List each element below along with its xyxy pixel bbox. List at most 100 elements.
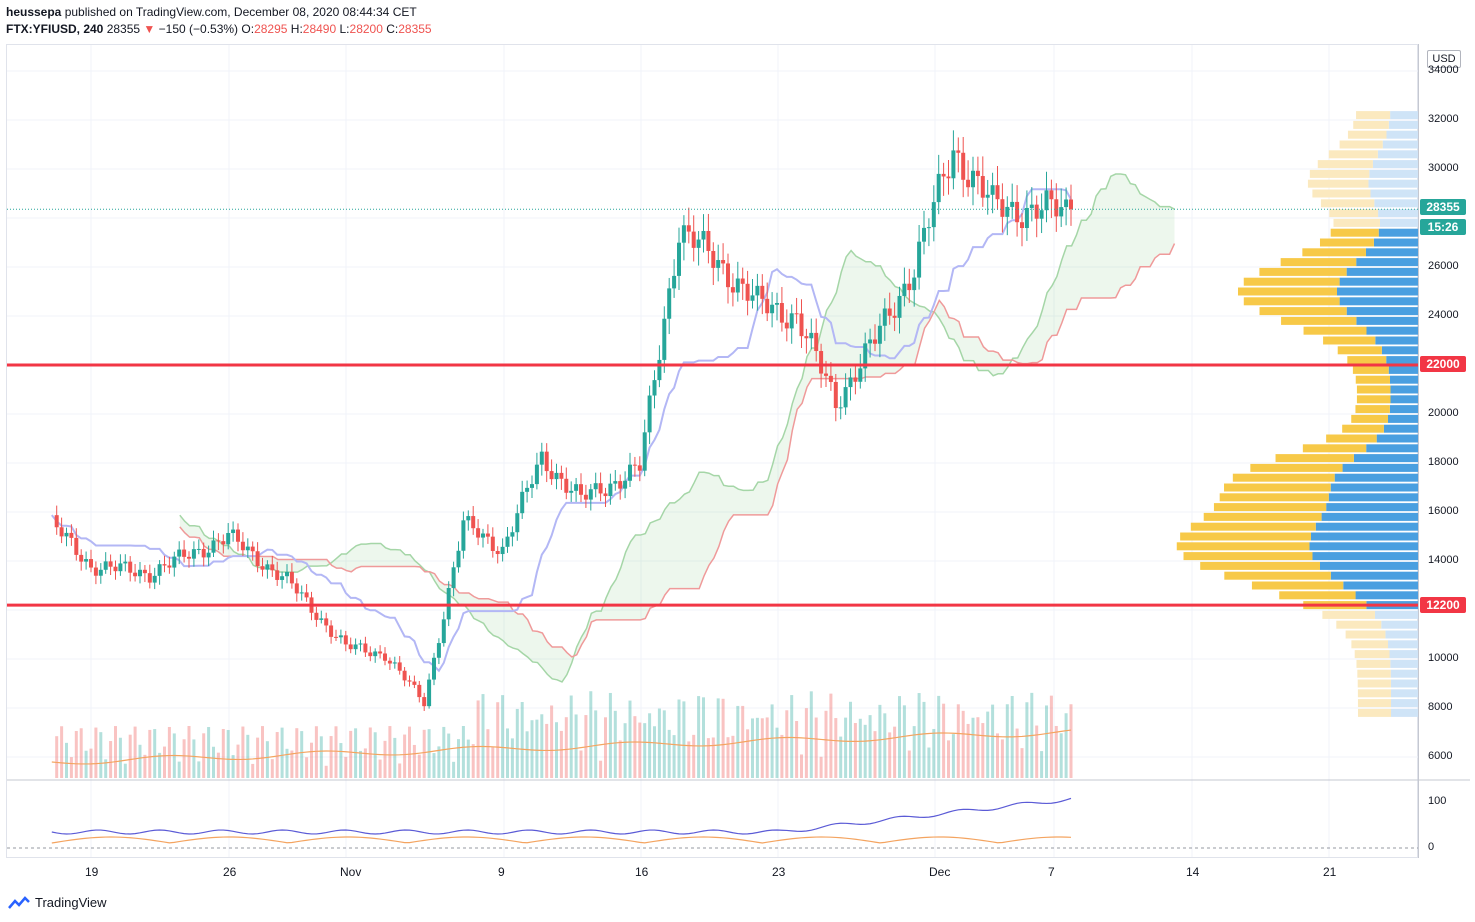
volume-profile-bar	[1346, 307, 1418, 316]
candle-body	[853, 377, 858, 382]
volume-bar	[427, 729, 431, 778]
candle-body	[255, 551, 260, 567]
candle-body	[436, 643, 441, 658]
candle-body	[667, 288, 672, 319]
volume-bar	[932, 728, 936, 778]
candle-body	[69, 532, 74, 538]
volume-profile-bar	[1312, 552, 1418, 561]
volume-profile-bar	[1312, 189, 1371, 198]
volume-profile-bar	[1388, 120, 1418, 129]
candle-body	[828, 375, 833, 382]
volume-profile-bar	[1357, 669, 1391, 678]
volume-bar	[755, 717, 759, 778]
volume-bar	[334, 726, 338, 778]
volume-bar	[506, 728, 509, 778]
volume-profile-bar	[1357, 708, 1391, 717]
volume-bar	[270, 759, 274, 778]
volume-bar	[824, 710, 828, 778]
time-tick-label: 14	[1186, 865, 1200, 879]
volume-profile-bar	[1317, 160, 1373, 169]
candle-body	[221, 541, 226, 545]
volume-profile-bar	[1281, 316, 1357, 325]
volume-bar	[197, 761, 201, 778]
volume-bar	[74, 730, 78, 778]
volume-bar	[746, 729, 750, 778]
candle-body	[466, 516, 471, 521]
candle-body	[789, 313, 794, 329]
low-label: L:	[339, 22, 350, 36]
volume-profile-bar	[1389, 405, 1418, 414]
volume-bar	[461, 726, 465, 778]
candle-body	[84, 559, 89, 562]
volume-bar	[702, 697, 705, 778]
time-tick-label: Dec	[929, 865, 951, 879]
volume-profile-bar	[1379, 218, 1418, 227]
candle-body	[422, 697, 427, 707]
volume-bar	[403, 734, 407, 778]
candle-body	[775, 303, 779, 305]
volume-profile-bar	[1377, 150, 1418, 159]
candle-body	[613, 481, 618, 484]
volume-profile-bar	[1376, 434, 1418, 443]
price-tick-label: 24000	[1428, 309, 1459, 321]
volume-profile-bar	[1390, 679, 1418, 688]
volume-profile-bar	[1356, 258, 1418, 267]
candle-body	[368, 652, 373, 657]
volume-profile-bar	[1337, 346, 1382, 355]
volume-bar	[69, 757, 73, 778]
candle-body	[598, 483, 603, 494]
volume-bar	[148, 729, 152, 778]
candle-body	[956, 150, 961, 153]
volume-bar	[540, 714, 544, 778]
candle-body	[838, 407, 843, 409]
currency-button[interactable]: USD	[1427, 50, 1461, 68]
volume-profile-bar	[1213, 503, 1327, 512]
candle-body	[696, 239, 701, 248]
candle-body	[500, 546, 505, 555]
volume-bar	[971, 717, 975, 778]
volume-profile-bar	[1374, 199, 1418, 208]
candle-body	[534, 464, 539, 485]
volume-profile-bar	[1372, 160, 1418, 169]
volume-bar	[912, 726, 916, 778]
volume-bar	[667, 729, 671, 778]
candle-body	[794, 313, 799, 315]
tradingview-logo[interactable]: TradingView	[8, 895, 107, 910]
candle-body	[417, 684, 422, 698]
candle-body	[677, 242, 681, 276]
volume-profile-bar	[1378, 209, 1418, 218]
volume-bar	[589, 691, 593, 778]
volume-bar	[226, 730, 230, 778]
volume-bar	[623, 723, 627, 778]
volume-profile-bar	[1302, 444, 1367, 453]
volume-bar	[412, 744, 416, 778]
candle-body	[897, 295, 902, 318]
price-axis[interactable]	[1418, 44, 1470, 858]
candle-body	[520, 491, 525, 514]
volume-bar	[569, 695, 573, 778]
volume-bar	[922, 701, 926, 778]
candle-body	[691, 231, 696, 248]
volume-profile-bar	[1368, 179, 1418, 188]
candle-body	[686, 225, 691, 232]
volume-profile-bar	[1390, 659, 1418, 668]
candle-body	[539, 451, 544, 465]
time-tick-label: 21	[1323, 865, 1337, 879]
candle-body	[123, 561, 128, 564]
volume-bar	[241, 726, 245, 778]
candle-body	[334, 636, 338, 638]
volume-bar	[996, 733, 999, 778]
candle-body	[490, 536, 495, 551]
volume-bar	[716, 698, 720, 778]
candle-body	[1044, 190, 1049, 211]
publish-info: heussepa published on TradingView.com, D…	[6, 5, 417, 19]
volume-profile-bar	[1390, 699, 1418, 708]
candle-body	[809, 332, 814, 339]
volume-profile-bar	[1356, 659, 1391, 668]
candle-body	[975, 170, 980, 177]
volume-profile-bar	[1342, 463, 1418, 472]
volume-bar	[677, 699, 681, 778]
candle-body	[211, 540, 216, 553]
volume-profile-bar	[1389, 650, 1418, 659]
